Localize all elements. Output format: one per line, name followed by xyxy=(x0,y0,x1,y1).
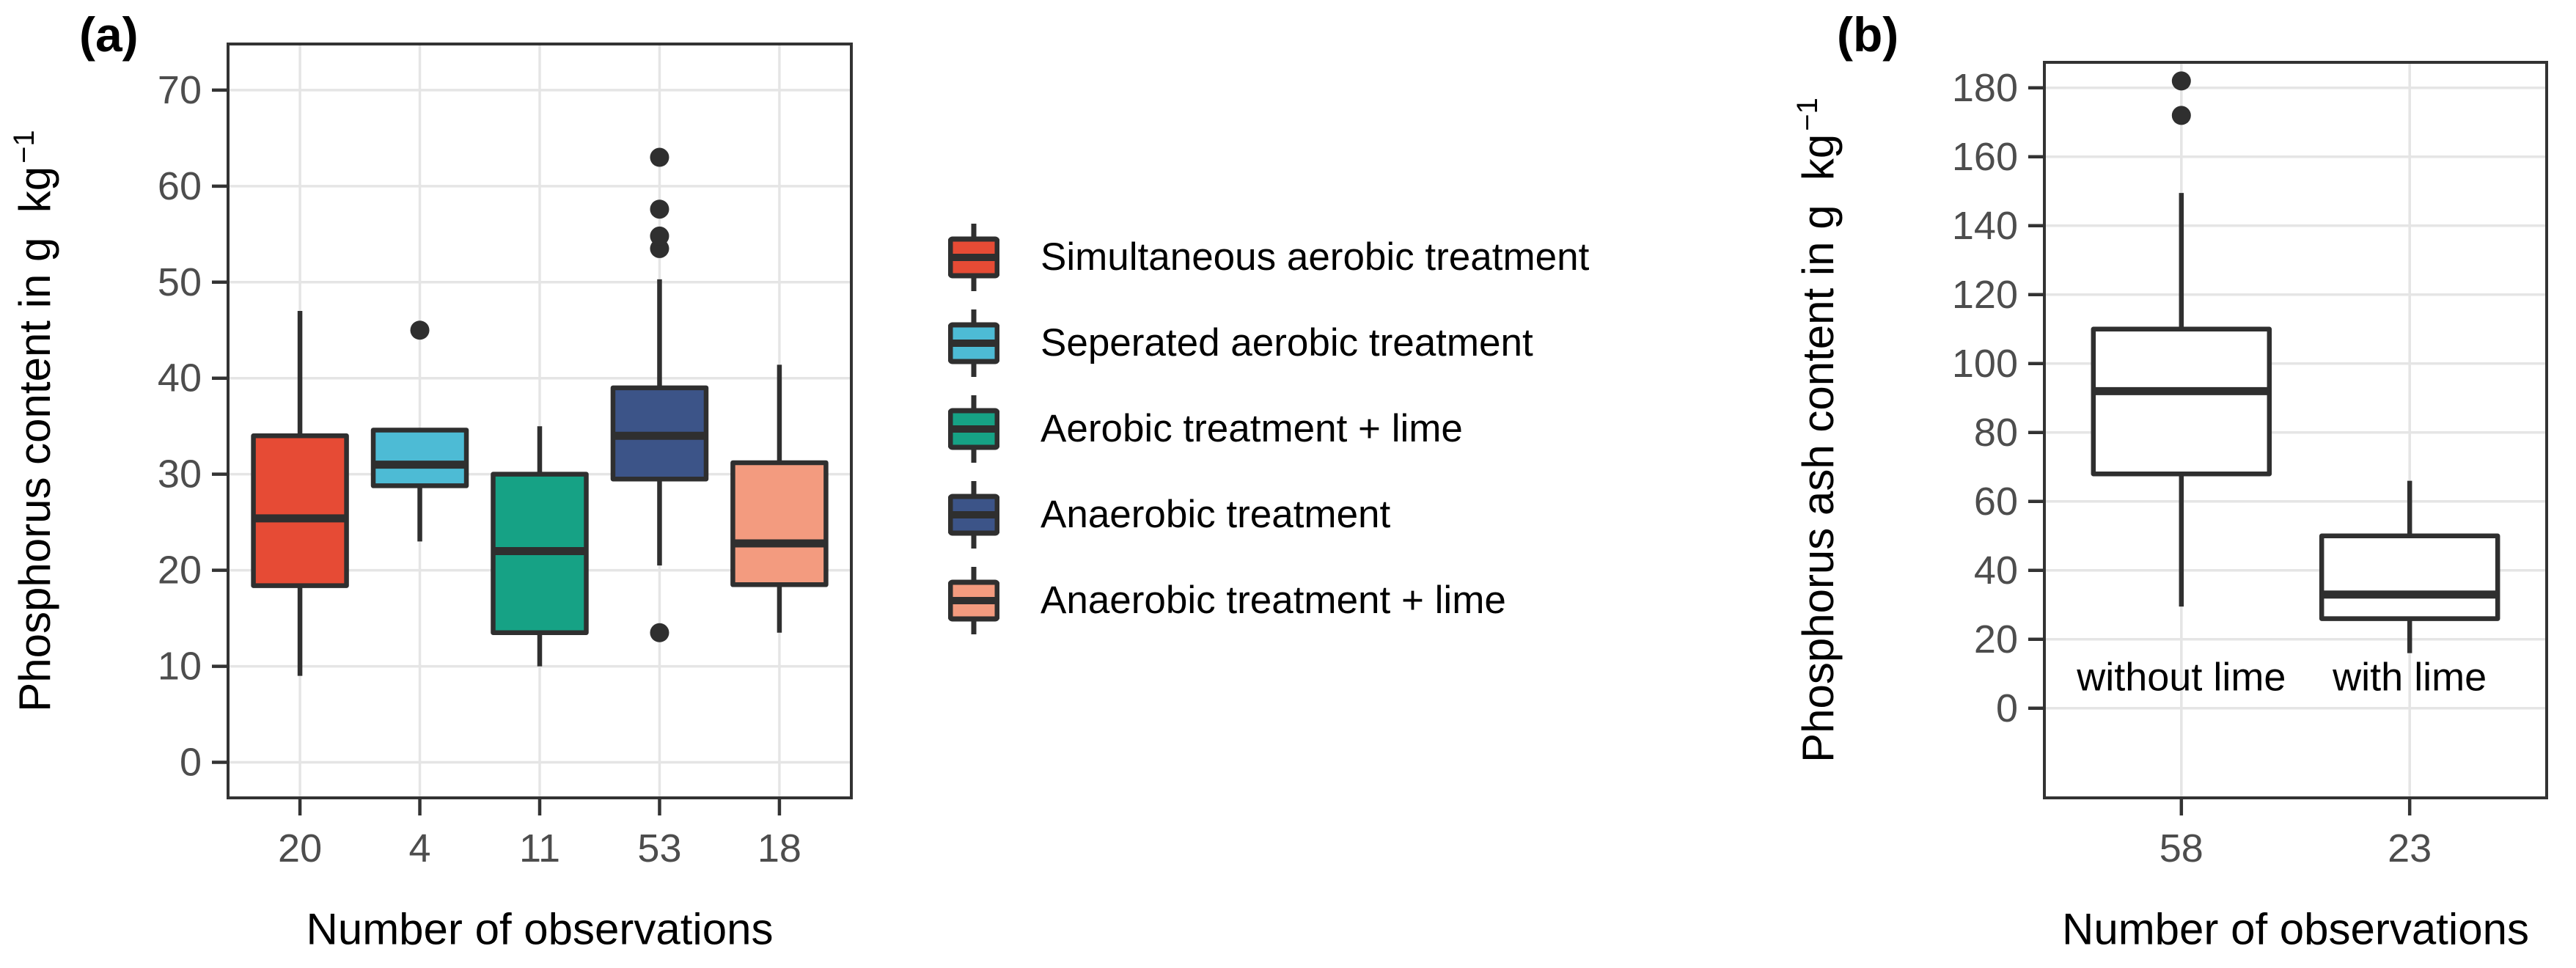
outlier-point xyxy=(650,199,669,219)
boxplot-simultaneous-aerobic-treatment xyxy=(251,311,349,676)
x-tick-label: 4 xyxy=(409,826,431,870)
y-tick-label: 0 xyxy=(1996,686,2018,730)
legend-item: Simultaneous aerobic treatment xyxy=(948,214,1589,300)
iqr-box xyxy=(251,433,349,588)
y-tick-label: 10 xyxy=(158,645,202,689)
y-tick-label: 120 xyxy=(1952,273,2018,317)
y-tick-label: 140 xyxy=(1952,204,2018,248)
outlier-point xyxy=(2171,106,2191,125)
y-tick-label: 50 xyxy=(158,260,202,304)
legend-boxplot-key-icon xyxy=(948,480,999,549)
y-tick-label: 100 xyxy=(1952,342,2018,386)
panel-b-boxplot-chart: 0 20 40 60 80 100 120 140 160 180 58 23 Number of ob… xyxy=(1791,61,2548,954)
outlier-point xyxy=(650,623,669,642)
y-tick-label: 80 xyxy=(1974,411,2018,455)
outlier-point xyxy=(650,147,669,167)
y-tick-label: 60 xyxy=(158,164,202,208)
outlier-point xyxy=(2171,71,2191,91)
legend: Simultaneous aerobic treatment Seperated … xyxy=(948,214,1589,643)
x-tick-label: 58 xyxy=(2159,826,2203,870)
legend-item-label: Anaerobic treatment + lime xyxy=(1041,579,1506,622)
legend-item-label: Simultaneous aerobic treatment xyxy=(1041,235,1590,279)
iqr-box xyxy=(2091,326,2272,477)
y-tick-label: 60 xyxy=(1974,480,2018,524)
x-tick-label: 53 xyxy=(637,826,681,870)
y-tick-label: 30 xyxy=(158,452,202,496)
outlier-point xyxy=(650,226,669,246)
panel-b-tag: (b) xyxy=(1837,7,1899,62)
panel-a-boxplot-chart: 0 10 20 30 40 50 60 70 20 4 11 53 18 Number of observ… xyxy=(8,43,853,954)
boxplot-with-lime xyxy=(2319,480,2500,653)
y-tick-label: 20 xyxy=(158,549,202,593)
x-tick-label: 11 xyxy=(519,826,560,870)
legend-item: Seperated aerobic treatment xyxy=(948,300,1589,386)
legend-boxplot-key-icon xyxy=(948,566,999,634)
legend-item: Aerobic treatment + lime xyxy=(948,386,1589,472)
legend-item-label: Aerobic treatment + lime xyxy=(1041,407,1463,450)
boxplot-aerobic-treatment-lime xyxy=(491,426,589,667)
iqr-box xyxy=(730,460,829,587)
x-axis-title: Number of observations xyxy=(2062,905,2529,954)
boxplot-seperated-aerobic-treatment xyxy=(370,320,469,542)
y-tick-label: 40 xyxy=(158,356,202,400)
y-tick-label: 70 xyxy=(158,68,202,112)
legend-item: Anaerobic treatment xyxy=(948,472,1589,557)
y-axis-title: Phosphorus ash content in g kg−1 xyxy=(1791,98,1843,763)
y-axis-title: Phosphorus content in g kg−1 xyxy=(8,130,59,711)
boxplot-anaerobic-treatment xyxy=(610,147,709,642)
y-tick-label: 0 xyxy=(180,741,202,785)
x-tick-label: 20 xyxy=(278,826,322,870)
annotation-label: with lime xyxy=(2332,655,2487,699)
y-tick-label: 20 xyxy=(1974,617,2018,661)
y-tick-label: 40 xyxy=(1974,549,2018,593)
legend-item: Anaerobic treatment + lime xyxy=(948,557,1589,643)
iqr-box xyxy=(370,428,469,488)
outlier-point xyxy=(410,320,430,340)
legend-boxplot-key-icon xyxy=(948,395,999,463)
boxplot-anaerobic-treatment-lime xyxy=(730,364,829,633)
legend-item-label: Seperated aerobic treatment xyxy=(1041,321,1533,364)
x-tick-label: 18 xyxy=(757,826,801,870)
boxplot-without-lime xyxy=(2091,71,2272,607)
x-tick-label: 23 xyxy=(2388,826,2432,870)
y-axis-title-superscript: −1 xyxy=(1791,98,1824,131)
y-axis-title-superscript: −1 xyxy=(8,130,40,164)
legend-boxplot-key-icon xyxy=(948,309,999,377)
iqr-box xyxy=(2319,533,2500,621)
annotation-label: without lime xyxy=(2076,655,2286,699)
y-tick-label: 180 xyxy=(1952,66,2018,110)
panel-a-tag: (a) xyxy=(79,7,139,62)
y-tick-label: 160 xyxy=(1952,135,2018,179)
legend-item-label: Anaerobic treatment xyxy=(1041,493,1391,536)
x-axis-title: Number of observations xyxy=(307,905,774,954)
panel-border xyxy=(2043,61,2548,799)
legend-boxplot-key-icon xyxy=(948,223,999,291)
